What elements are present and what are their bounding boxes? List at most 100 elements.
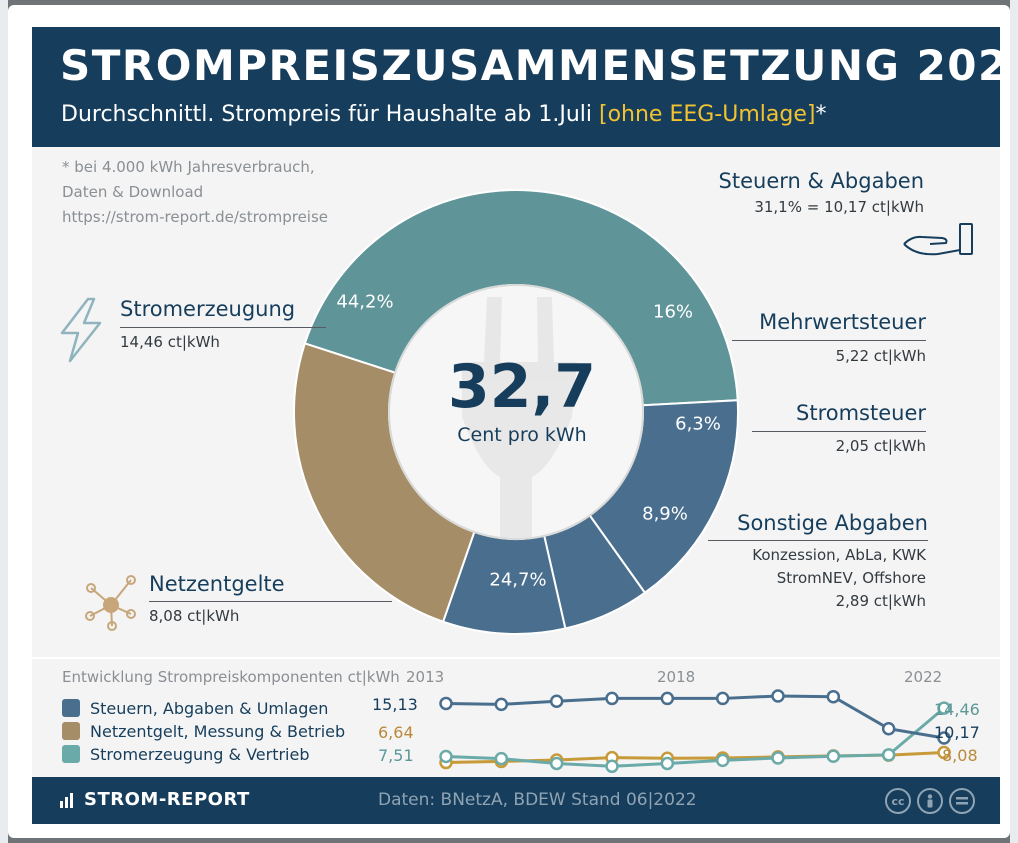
- plug-icon: [462, 297, 577, 539]
- point-steuern-abgaben-umlagen-2022: [937, 731, 951, 745]
- footnote-line-2: Daten & Download: [62, 183, 204, 201]
- background-page-left: [0, 0, 8, 843]
- year-label-2022: 2022: [904, 668, 943, 686]
- nd-icon[interactable]: [949, 788, 975, 814]
- point-steuern-abgaben-umlagen-2013: [439, 696, 453, 711]
- point-stromerzeugung-vertrieb-2021: [881, 748, 896, 762]
- legend-swatch-stromerzeugung: [62, 745, 80, 763]
- slice-label-netzentgelte: 24,7%: [489, 569, 547, 591]
- image-modal: STROMPREISZUSAMMENSETZUNG 2022 Durchschn…: [8, 5, 1010, 838]
- legend-label-steuern: Steuern, Abgaben & Umlagen: [90, 698, 329, 718]
- slice-label-mehrwertsteuer: 16%: [652, 301, 694, 323]
- point-stromerzeugung-vertrieb-2018: [715, 753, 730, 768]
- point-stromerzeugung-vertrieb-2013: [439, 749, 453, 764]
- label-stromsteuer-title: Stromsteuer: [796, 401, 926, 425]
- leader-line-stromerzeugung: [120, 327, 326, 328]
- trend-title: Entwicklung Strompreiskomponenten ct|kWh: [62, 668, 400, 686]
- label-sonstige-value: 2,89 ct|kWh: [835, 592, 926, 610]
- legend-label-stromerzeugung: Stromerzeugung & Vertrieb: [90, 744, 310, 764]
- end-value-netzentgelt: 8,08: [942, 746, 978, 765]
- point-stromerzeugung-vertrieb-2019: [771, 751, 785, 765]
- center-decoration: [388, 284, 644, 540]
- label-steuern-value: 31,1% = 10,17 ct|kWh: [754, 198, 924, 216]
- slice-label-stromerzeugung: 44,2%: [336, 291, 394, 313]
- label-netzentgelte-title: Netzentgelte: [149, 572, 285, 596]
- point-steuern-abgaben-umlagen-2017: [660, 691, 675, 706]
- center-price: 32,7: [447, 352, 597, 422]
- network-icon: [85, 575, 136, 631]
- point-netzentgelt-messung-betrieb-2022: [937, 745, 951, 760]
- point-steuern-abgaben-umlagen-2021: [881, 721, 896, 736]
- start-value-steuern: 15,13: [372, 695, 418, 714]
- label-sonstige-line-1: Konzession, AbLa, KWK: [752, 546, 926, 564]
- infographic-title: STROMPREISZUSAMMENSETZUNG 2022: [60, 41, 1000, 90]
- year-label-2018: 2018: [657, 668, 696, 686]
- trend-section: Entwicklung Strompreiskomponenten ct|kWh…: [32, 657, 1000, 777]
- label-netzentgelte-value: 8,08 ct|kWh: [149, 607, 240, 625]
- subtitle-text: Durchschnittl. Strompreis für Haushalte …: [61, 102, 599, 127]
- center-unit: Cent pro kWh: [457, 424, 587, 446]
- leader-line-netzentgelte: [149, 601, 392, 602]
- brand-name: STROM-REPORT: [84, 789, 250, 810]
- header-banner: STROMPREISZUSAMMENSETZUNG 2022 Durchschn…: [32, 27, 1000, 147]
- label-stromerzeugung-title: Stromerzeugung: [120, 297, 296, 321]
- infographic: STROMPREISZUSAMMENSETZUNG 2022 Durchschn…: [32, 27, 1000, 824]
- legend-swatch-steuern: [62, 699, 80, 717]
- point-steuern-abgaben-umlagen-2018: [715, 691, 730, 706]
- start-value-netzentgelt: 6,64: [378, 723, 414, 742]
- by-icon[interactable]: [917, 788, 943, 814]
- point-steuern-abgaben-umlagen-2014: [494, 697, 509, 712]
- leader-line-sonstige: [708, 540, 928, 541]
- infographic-subtitle: Durchschnittl. Strompreis für Haushalte …: [61, 102, 826, 127]
- background-page-right: [1010, 0, 1018, 843]
- point-steuern-abgaben-umlagen-2015: [549, 694, 564, 708]
- point-stromerzeugung-vertrieb-2014: [494, 751, 509, 766]
- point-stromerzeugung-vertrieb-2020: [826, 749, 841, 763]
- donut-section: * bei 4.000 kWh Jahresverbrauch, Daten &…: [32, 147, 1000, 657]
- point-stromerzeugung-vertrieb-2022: [937, 701, 951, 715]
- legend-swatch-netzentgelt: [62, 722, 80, 740]
- label-sonstige-line-2: StromNEV, Offshore: [776, 569, 926, 587]
- legend-steuern: Steuern, Abgaben & Umlagen: [62, 698, 328, 718]
- cc-icon[interactable]: cc: [885, 788, 911, 814]
- label-stromerzeugung-value: 14,46 ct|kWh: [120, 333, 220, 351]
- label-sonstige-title: Sonstige Abgaben: [737, 511, 928, 535]
- legend-netzentgelt: Netzentgelt, Messung & Betrieb: [62, 721, 345, 741]
- bar-chart-icon: [60, 792, 73, 808]
- start-value-stromerzeugung: 7,51: [378, 746, 414, 765]
- point-steuern-abgaben-umlagen-2019: [771, 689, 785, 703]
- brand-logo[interactable]: STROM-REPORT: [60, 789, 250, 810]
- point-stromerzeugung-vertrieb-2017: [660, 756, 675, 771]
- footer-bar: STROM-REPORT Daten: BNetzA, BDEW Stand 0…: [32, 777, 1000, 824]
- equals-glyph: [956, 797, 968, 805]
- end-value-steuern: 10,17: [934, 723, 980, 742]
- subtitle-asterisk: *: [815, 102, 827, 127]
- slice-label-stromsteuer: 6,3%: [675, 413, 721, 435]
- leader-line-stromsteuer: [752, 431, 926, 432]
- data-source: Daten: BNetzA, BDEW Stand 06|2022: [378, 790, 697, 810]
- footnote-line-1: * bei 4.000 kWh Jahresverbrauch,: [62, 158, 315, 176]
- point-steuern-abgaben-umlagen-2020: [826, 689, 841, 704]
- donut-chart: [293, 189, 739, 635]
- hand-icon: [903, 223, 973, 256]
- point-steuern-abgaben-umlagen-2016: [605, 691, 619, 706]
- person-glyph: [927, 794, 933, 808]
- label-mehrwertsteuer-title: Mehrwertsteuer: [759, 310, 926, 334]
- slice-label-sonstige: 8,9%: [642, 503, 688, 525]
- subtitle-highlight: [ohne EEG-Umlage]: [599, 102, 816, 127]
- series-line-steuern-abgaben-umlagen: [445, 694, 945, 740]
- end-value-stromerzeugung: 14,46: [934, 700, 980, 719]
- label-steuern-title: Steuern & Abgaben: [718, 169, 924, 193]
- legend-label-netzentgelt: Netzentgelt, Messung & Betrieb: [90, 721, 346, 741]
- trend-line-chart: [439, 689, 951, 774]
- point-stromerzeugung-vertrieb-2015: [549, 756, 564, 771]
- legend-stromerzeugung: Stromerzeugung & Vertrieb: [62, 744, 310, 764]
- year-label-2013: 2013: [406, 668, 445, 686]
- footnote-link[interactable]: https://strom-report.de/strompreise: [62, 208, 329, 226]
- point-stromerzeugung-vertrieb-2016: [605, 759, 619, 774]
- label-stromsteuer-value: 2,05 ct|kWh: [835, 437, 926, 455]
- lightning-icon: [60, 297, 102, 363]
- leader-line-mehrwertsteuer: [732, 340, 926, 341]
- footnote: * bei 4.000 kWh Jahresverbrauch, Daten &…: [62, 155, 328, 230]
- label-mehrwertsteuer-value: 5,22 ct|kWh: [835, 347, 926, 365]
